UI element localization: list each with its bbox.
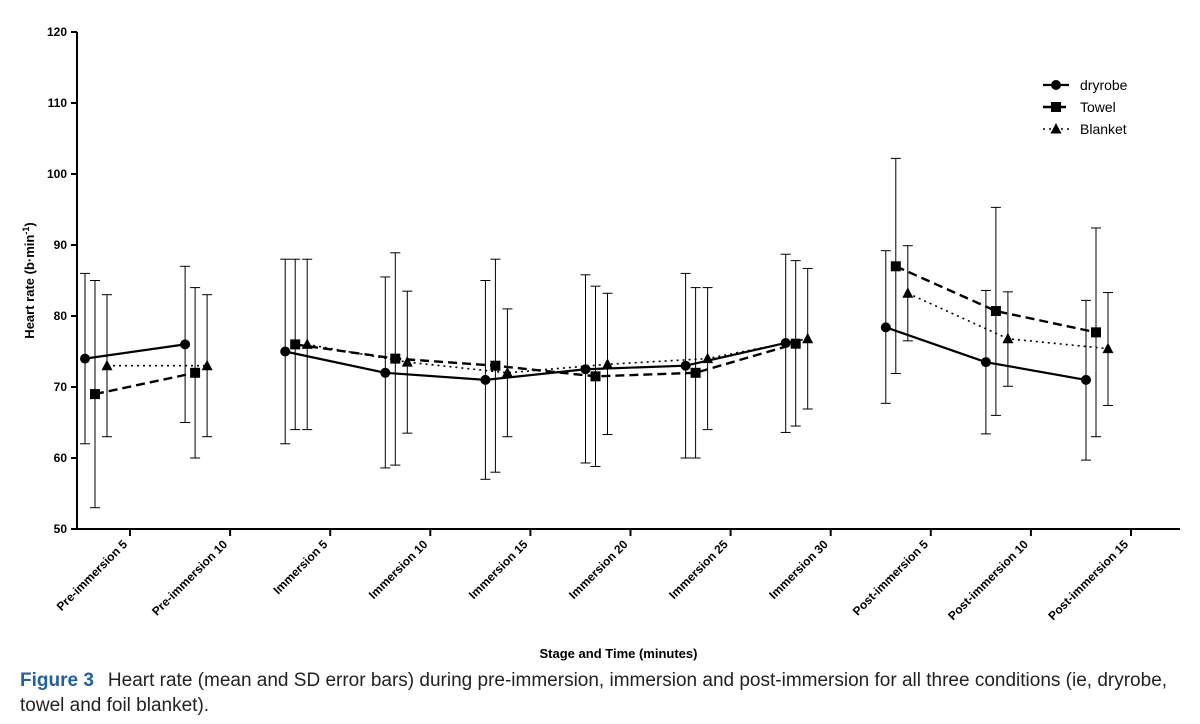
data-point [101, 359, 113, 371]
data-point [380, 367, 391, 378]
y-tick-label: 60 [54, 451, 68, 465]
data-point [390, 353, 401, 364]
series-line [94, 371, 196, 396]
data-point [680, 360, 691, 371]
legend-marker [1051, 102, 1061, 112]
data-point [1081, 374, 1091, 385]
y-tick-label: 90 [54, 238, 68, 252]
x-tick-label: Post-immersion 5 [850, 537, 931, 618]
x-tick-label: Immersion 20 [566, 537, 631, 602]
data-point [990, 306, 1001, 317]
heart-rate-chart: 50 60 70 80 90 100 110 120 Pre-immersion 5 Pre-im… [21, 25, 1180, 661]
figure-label: Figure 3 [20, 670, 94, 691]
y-axis-title: Heart rate (b·min-1) [21, 222, 37, 338]
x-tick-label: Immersion 30 [766, 537, 831, 602]
series-towel [90, 157, 1101, 509]
x-tick-label: Post-immersion 15 [1045, 537, 1131, 623]
series-line [295, 342, 797, 378]
data-point [201, 359, 213, 371]
data-point [1102, 342, 1114, 354]
x-tick-label: Immersion 5 [270, 537, 330, 597]
x-tick-label: Immersion 15 [466, 537, 531, 602]
y-tick-label: 120 [47, 25, 67, 39]
data-point [880, 322, 891, 333]
data-point [602, 358, 613, 369]
data-point [590, 371, 601, 382]
data-point [80, 353, 90, 364]
data-point [401, 356, 413, 367]
series-line [895, 265, 1097, 334]
y-tick-label: 80 [54, 309, 68, 323]
data-point [280, 346, 291, 357]
series-line [307, 337, 808, 374]
data-point [190, 367, 201, 378]
data-point [580, 364, 591, 375]
x-axis-title: Stage and Time (minutes) [540, 646, 698, 661]
legend: dryrobe Towel Blanket [1043, 77, 1128, 137]
series-blanket [101, 245, 1114, 438]
data-point [1091, 327, 1101, 338]
legend-label: dryrobe [1080, 77, 1128, 93]
legend-marker [1051, 80, 1061, 90]
series-line [284, 341, 786, 382]
data-point [902, 287, 914, 298]
y-tick-label: 110 [48, 96, 68, 110]
data-point [501, 366, 513, 378]
data-point [480, 374, 491, 385]
series-dryrobe [80, 250, 1091, 480]
data-point [790, 338, 801, 349]
data-point [301, 338, 313, 349]
data-point [702, 352, 714, 364]
x-tick-label: Immersion 25 [666, 537, 731, 602]
legend-label: Towel [1080, 99, 1116, 115]
y-tick-label: 100 [47, 167, 67, 181]
y-tick-label: 70 [54, 380, 68, 394]
data-point [690, 367, 701, 378]
x-tick-label: Immersion 10 [366, 537, 431, 602]
legend-marker [1050, 123, 1062, 134]
x-tick-label: Pre-immersion 10 [149, 537, 230, 618]
data-point [90, 389, 100, 400]
chart-figure: 50 60 70 80 90 100 110 120 Pre-immersion 5 Pre-im… [21, 25, 1180, 661]
y-tick-label: 50 [54, 522, 68, 536]
x-tick-label: Pre-immersion 5 [54, 537, 131, 614]
data-point [890, 261, 901, 272]
series-line [84, 343, 186, 360]
data-point [490, 360, 501, 371]
data-point [180, 339, 191, 350]
data-point [1002, 332, 1014, 344]
data-point [980, 357, 991, 368]
x-tick-label: Post-immersion 10 [945, 537, 1031, 623]
data-point [802, 332, 814, 344]
legend-label: Blanket [1080, 121, 1127, 137]
caption-text: Heart rate (mean and SD error bars) duri… [20, 670, 1168, 716]
figure-caption: Figure 3 Heart rate (mean and SD error ba… [20, 668, 1180, 718]
data-point [290, 339, 301, 350]
